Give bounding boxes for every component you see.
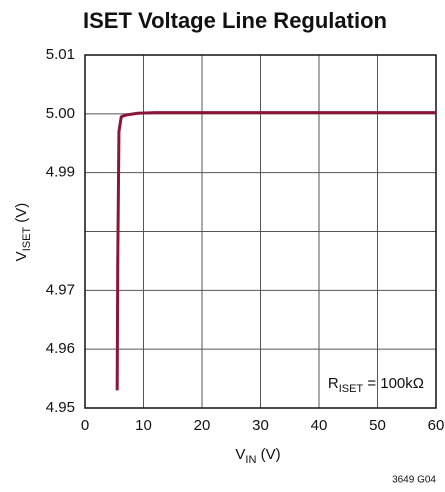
y-tick-label: 4.97 [46, 281, 75, 298]
y-tick-label: 5.01 [46, 46, 75, 63]
annotation-sub: ISET [339, 383, 364, 395]
y-tick-label: 5.00 [46, 105, 75, 122]
y-tick-label: 4.95 [46, 399, 75, 416]
annotation-main: R [328, 375, 339, 392]
x-axis-label: VIN (V) [235, 446, 280, 466]
y-label-rest: (V) [13, 203, 30, 227]
y-label-main: V [13, 251, 30, 261]
x-tick-label: 40 [311, 417, 328, 434]
x-label-sub: IN [245, 454, 256, 466]
x-tick-label: 30 [252, 417, 269, 434]
y-label-sub: ISET [21, 227, 33, 252]
x-tick-label: 50 [369, 417, 386, 434]
y-tick-label: 4.99 [46, 164, 75, 181]
footnote: 3649 G04 [392, 475, 436, 486]
data-line [115, 111, 436, 391]
x-label-main: V [235, 446, 245, 463]
plot-frame [84, 54, 437, 409]
x-tick-label: 60 [428, 417, 445, 434]
annotation: RISET = 100kΩ [328, 375, 424, 395]
x-tick-label: 10 [135, 417, 152, 434]
x-tick-label: 0 [81, 417, 89, 434]
y-tick-label: 4.96 [46, 340, 75, 357]
chart-title: ISET Voltage Line Regulation [83, 8, 387, 33]
annotation-rest: = 100kΩ [363, 375, 424, 392]
y-axis-label: VISET (V) [13, 203, 33, 262]
x-label-rest: (V) [256, 446, 280, 463]
x-tick-label: 20 [194, 417, 211, 434]
